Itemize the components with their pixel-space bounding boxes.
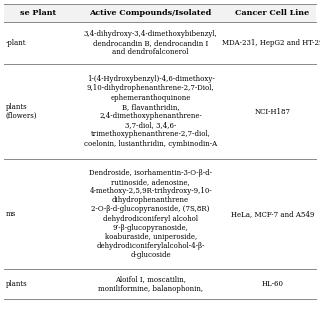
Text: MDA-231, HepG2 and HT-29: MDA-231, HepG2 and HT-29 [221, 39, 320, 47]
Text: Cancer Cell Line: Cancer Cell Line [235, 9, 309, 17]
Text: 3,4-dihydroxy-3,4-dimethoxybibenzyl,
dendrocandin B, dendrocandin I
and dendrofa: 3,4-dihydroxy-3,4-dimethoxybibenzyl, den… [84, 30, 218, 56]
Text: Dendroside, isorhamentin-3-O-β-d-
rutinoside, adenosine,
4-methoxy-2,5,9R-trihyd: Dendroside, isorhamentin-3-O-β-d- rutino… [89, 169, 212, 260]
Text: NCI-H187: NCI-H187 [254, 108, 290, 116]
Text: 1-(4-Hydroxybenzyl)-4,6-dimethoxy-
9,10-dihydrophenanthrene-2,7-Diol,
ephemerant: 1-(4-Hydroxybenzyl)-4,6-dimethoxy- 9,10-… [84, 75, 217, 148]
Text: -plant: -plant [6, 39, 27, 47]
Bar [4, 4, 316, 22]
Text: Active Compounds/Isolated: Active Compounds/Isolated [90, 9, 212, 17]
Text: plants
(flowers): plants (flowers) [6, 103, 37, 120]
Text: ms: ms [6, 210, 16, 218]
Text: HL-60: HL-60 [261, 280, 283, 288]
Text: plants: plants [6, 280, 28, 288]
Text: HeLa, MCF-7 and A549: HeLa, MCF-7 and A549 [231, 210, 314, 218]
Text: Aloifol I, moscatilin,
moniliformine, balanophonin,: Aloifol I, moscatilin, moniliformine, ba… [98, 276, 203, 292]
Text: se Plant: se Plant [20, 9, 56, 17]
